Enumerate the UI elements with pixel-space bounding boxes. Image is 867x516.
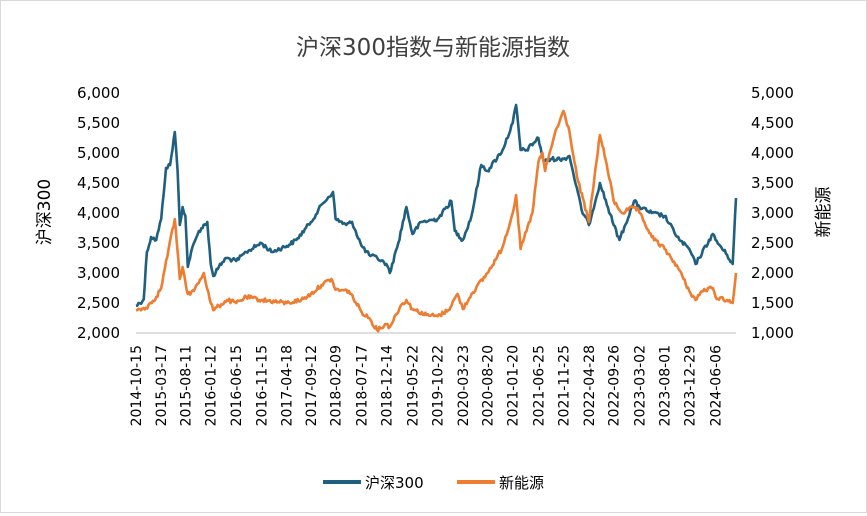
- x-tick-label: 2017-04-18: [280, 345, 296, 426]
- x-tick-label: 2016-06-15: [229, 345, 245, 426]
- right-axis-ticks: 1,000 1,500 2,000 2,500 3,000 3,500 4,000 4,500…: [751, 84, 794, 342]
- x-tick-label: 2019-05-22: [406, 345, 422, 426]
- right-axis-title: 新能源: [814, 187, 834, 238]
- left-axis-title: 沪深300: [35, 179, 55, 245]
- y-tick-label: 4,000: [77, 204, 120, 222]
- y2-tick-label: 5,000: [751, 84, 794, 102]
- x-tick-label: 2022-04-28: [582, 345, 598, 426]
- x-tick-label: 2015-08-11: [178, 345, 194, 426]
- x-tick-label: 2021-06-25: [531, 345, 547, 426]
- x-axis-ticks: 2014-10-15 2015-03-17 2015-08-11 2016-01-12…: [129, 345, 725, 426]
- series-line-newenergy: [135, 109, 738, 333]
- left-axis-ticks: 2,000 2,500 3,000 3,500 4,000 4,500 5,000 5,500…: [77, 84, 120, 342]
- y2-tick-label: 4,500: [751, 114, 794, 132]
- x-tick-label: 2016-01-12: [204, 345, 220, 426]
- x-tick-label: 2021-11-25: [557, 345, 573, 426]
- x-tick-label: 2021-01-20: [506, 345, 522, 426]
- x-tick-label: 2019-10-22: [431, 345, 447, 426]
- legend: 沪深300 新能源: [323, 474, 544, 492]
- x-tick-label: 2020-08-20: [481, 345, 497, 426]
- x-tick-label: 2018-12-14: [379, 345, 395, 426]
- x-tick-label: 2020-03-23: [456, 345, 472, 426]
- y2-tick-label: 3,000: [751, 204, 794, 222]
- legend-label-newenergy: 新能源: [499, 474, 544, 492]
- y-tick-label: 5,000: [77, 144, 120, 162]
- y2-tick-label: 1,000: [751, 324, 794, 342]
- y2-tick-label: 1,500: [751, 294, 794, 312]
- y-tick-label: 3,500: [77, 234, 120, 252]
- chart-title: 沪深300指数与新能源指数: [296, 35, 570, 61]
- x-tick-label: 2023-12-29: [682, 345, 698, 426]
- x-tick-label: 2024-06-06: [709, 345, 725, 426]
- y2-tick-label: 2,500: [751, 234, 794, 252]
- y-tick-label: 4,500: [77, 174, 120, 192]
- legend-label-hs300: 沪深300: [365, 474, 424, 492]
- y-tick-label: 5,500: [77, 114, 120, 132]
- y-tick-label: 6,000: [77, 84, 120, 102]
- x-tick-label: 2018-02-09: [329, 345, 345, 426]
- x-tick-label: 2023-03-02: [633, 345, 649, 426]
- plot-area: [135, 103, 738, 333]
- x-tick-label: 2015-03-17: [154, 345, 170, 426]
- y-tick-label: 3,000: [77, 264, 120, 282]
- series-line-hs300: [135, 103, 738, 308]
- x-tick-label: 2017-09-12: [304, 345, 320, 426]
- y2-tick-label: 2,000: [751, 264, 794, 282]
- x-tick-label: 2016-11-15: [254, 345, 270, 426]
- y2-tick-label: 4,000: [751, 144, 794, 162]
- x-tick-label: 2014-10-15: [129, 345, 145, 426]
- y-tick-label: 2,000: [77, 324, 120, 342]
- x-tick-label: 2018-07-17: [355, 345, 371, 426]
- x-tick-label: 2022-09-26: [607, 345, 623, 426]
- x-tick-label: 2023-08-01: [658, 345, 674, 426]
- y-tick-label: 2,500: [77, 294, 120, 312]
- y2-tick-label: 3,500: [751, 174, 794, 192]
